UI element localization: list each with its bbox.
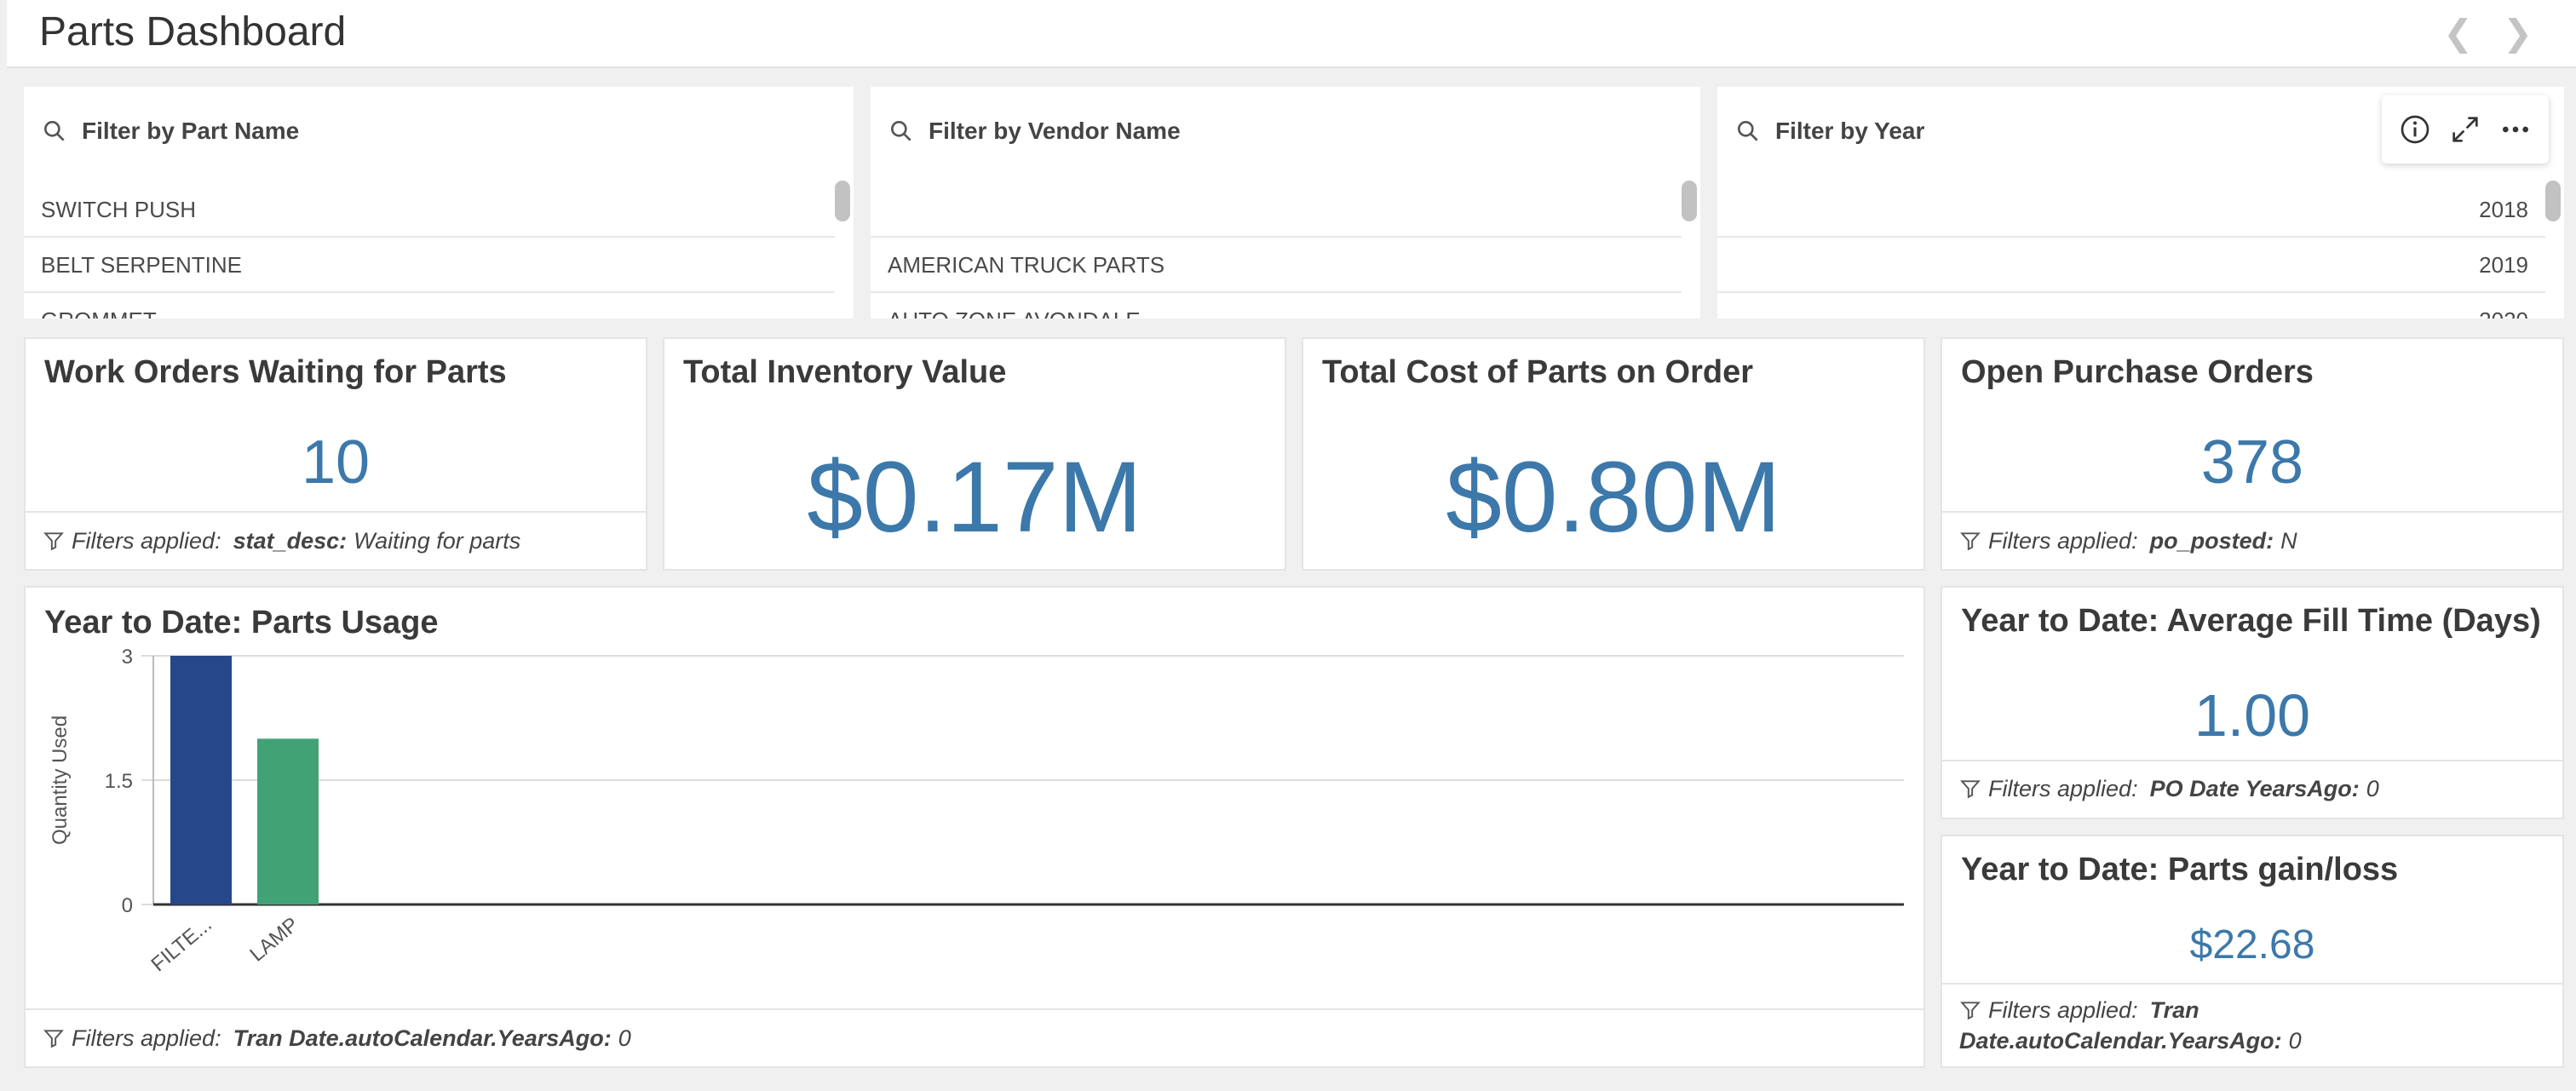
kpi-value: 378 (2200, 428, 2304, 497)
bar (170, 656, 232, 904)
kpi-average-fill-time[interactable]: Year to Date: Average Fill Time (Days) 1… (1941, 586, 2564, 819)
filters-applied: Filters applied: PO Date YearsAgo: 0 (1942, 760, 2562, 818)
list-item[interactable]: AMERICAN TRUCK PARTS (871, 238, 1682, 293)
filters-applied: Filters applied: po_posted: N (1942, 511, 2562, 569)
list-item[interactable]: 2020 (1717, 293, 2545, 319)
search-icon (891, 121, 911, 141)
y-tick-label: 1.5 (105, 770, 133, 793)
kpi-title: Total Cost of Parts on Order (1322, 354, 1754, 390)
filter-label: Filter by Vendor Name (929, 118, 1181, 144)
page-title: Parts Dashboard (39, 9, 347, 55)
filter-key: po_posted: (2149, 527, 2274, 554)
filters-applied-label: Filters applied: (72, 527, 221, 554)
kpi-title: Year to Date: Average Fill Time (Days) (1961, 603, 2541, 639)
filter-list: AMERICAN TRUCK PARTS AUTO ZONE AVONDALE (871, 182, 1682, 319)
kpi-title: Total Inventory Value (683, 354, 1007, 390)
filters-applied-label: Filters applied: (1988, 997, 2138, 1023)
filters-applied-label: Filters applied: (1988, 527, 2138, 554)
scrollbar-thumb[interactable] (835, 181, 850, 221)
x-tick-label: LAMP (245, 913, 302, 967)
filter-key: Tran Date.autoCalendar.YearsAgo: (233, 1025, 612, 1051)
filter-value: 0 (2366, 776, 2379, 801)
filter-value: N (2280, 527, 2297, 554)
scrollbar-thumb[interactable] (1682, 181, 1697, 221)
x-tick-label: FILTE... (147, 913, 216, 976)
parts-usage-chart: 0 1.5 3 Quantity Used FILTE... LAMP (49, 647, 1904, 976)
filter-label: Filter by Year (1775, 118, 1925, 144)
filters-applied: Filters applied: Tran Date.autoCalendar.… (26, 1008, 1923, 1066)
list-item[interactable]: BELT SERPENTINE (24, 238, 835, 293)
filter-key: PO Date YearsAgo: (2149, 776, 2360, 801)
filter-part-name-panel: Filter by Part Name SWITCH PUSH BELT SER… (24, 87, 854, 319)
scrollbar-thumb[interactable] (2545, 181, 2561, 221)
bar (257, 738, 319, 904)
info-icon[interactable] (2398, 112, 2432, 146)
list-item[interactable]: SWITCH PUSH (24, 182, 835, 238)
filter-vendor-name-panel: Filter by Vendor Name AMERICAN TRUCK PAR… (871, 87, 1700, 319)
object-toolbar (2382, 95, 2549, 164)
filter-icon (1960, 1002, 1981, 1020)
chart-title: Year to Date: Parts Usage (44, 605, 439, 640)
kpi-title: Open Purchase Orders (1961, 354, 2314, 390)
dashboard-header: Parts Dashboard ❮ ❯ (7, 0, 2576, 68)
list-item[interactable]: GROMMET (24, 293, 835, 319)
filter-year-search[interactable]: Filter by Year (1734, 118, 1924, 145)
list-item[interactable]: AUTO ZONE AVONDALE (871, 293, 1682, 319)
chevron-left-icon[interactable]: ❮ (2443, 13, 2474, 53)
more-options-icon[interactable] (2498, 112, 2533, 146)
filters-applied-label: Filters applied: (72, 1025, 221, 1051)
list-item[interactable] (871, 182, 1682, 238)
y-tick-label: 3 (122, 647, 133, 669)
kpi-value: $0.17M (807, 441, 1142, 554)
kpi-parts-gain-loss[interactable]: Year to Date: Parts gain/loss $22.68 Fil… (1941, 835, 2564, 1068)
filter-icon (1960, 532, 1981, 551)
search-icon (43, 121, 65, 141)
filter-list: SWITCH PUSH BELT SERPENTINE GROMMET (24, 182, 835, 319)
filter-list: 2018 2019 2020 (1717, 182, 2545, 319)
kpi-value: $0.80M (1446, 441, 1781, 554)
kpi-title: Year to Date: Parts gain/loss (1961, 852, 2399, 887)
parts-usage-chart-card[interactable]: Year to Date: Parts Usage 0 1.5 3 Quantity … (24, 586, 1925, 1068)
filters-applied: Filters applied: Tran Date.autoCalendar.Y… (1942, 983, 2562, 1066)
kpi-work-orders-waiting[interactable]: Work Orders Waiting for Parts 10 Filters… (24, 337, 647, 571)
filter-value: Waiting for parts (354, 527, 521, 554)
filter-part-name-search[interactable]: Filter by Part Name (41, 118, 299, 145)
kpi-title: Work Orders Waiting for Parts (44, 354, 507, 390)
kpi-value: 1.00 (2194, 682, 2311, 749)
kpi-total-cost-parts-on-order[interactable]: Total Cost of Parts on Order $0.80M (1302, 337, 1925, 571)
filter-vendor-name-search[interactable]: Filter by Vendor Name (888, 118, 1181, 145)
filter-value: 0 (618, 1025, 631, 1051)
filter-icon (43, 1030, 64, 1048)
filter-key: stat_desc: (233, 527, 348, 554)
filter-value: 0 (2288, 1028, 2302, 1054)
list-item[interactable]: 2018 (1717, 182, 2545, 238)
kpi-value: 10 (301, 428, 371, 497)
search-icon (1738, 121, 1758, 141)
filter-icon (1960, 780, 1981, 799)
kpi-total-inventory-value[interactable]: Total Inventory Value $0.17M (663, 337, 1286, 571)
chevron-right-icon[interactable]: ❯ (2503, 13, 2533, 53)
filters-applied-label: Filters applied: (1988, 776, 2138, 801)
filter-label: Filter by Part Name (82, 118, 300, 144)
expand-icon[interactable] (2448, 112, 2482, 146)
list-item[interactable]: 2019 (1717, 238, 2545, 293)
filter-key: Tran Date.autoCalendar.YearsAgo: (1959, 997, 2282, 1054)
y-axis-label: Quantity Used (49, 715, 72, 845)
kpi-value: $22.68 (2189, 922, 2315, 968)
filter-icon (43, 532, 64, 551)
kpi-open-purchase-orders[interactable]: Open Purchase Orders 378 Filters applied… (1941, 337, 2564, 571)
filters-applied: Filters applied: stat_desc: Waiting for … (26, 511, 646, 569)
y-tick-label: 0 (122, 894, 133, 917)
